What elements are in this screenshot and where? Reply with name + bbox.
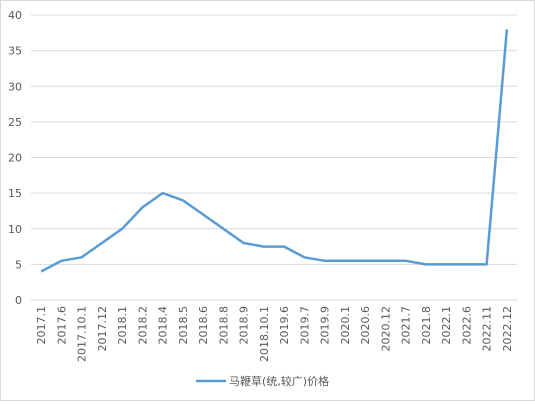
x-tick-label: 2019.6 xyxy=(278,306,291,345)
y-tick-label: 15 xyxy=(8,187,22,200)
x-tick-label: 2021.7 xyxy=(400,306,413,345)
x-tick-label: 2019.9 xyxy=(319,306,332,345)
y-tick-label: 25 xyxy=(8,116,22,129)
y-tick-label: 20 xyxy=(8,152,22,165)
x-tick-label: 2020.12 xyxy=(379,306,392,352)
x-tick-label: 2018.8 xyxy=(217,306,230,345)
legend-label: 马鞭草(统,较广)价格 xyxy=(229,374,329,388)
x-tick-label: 2018.9 xyxy=(238,306,251,345)
y-tick-label: 30 xyxy=(8,80,22,93)
y-tick-label: 35 xyxy=(8,45,22,58)
x-tick-label: 2017.12 xyxy=(96,306,109,352)
x-tick-label: 2022.1 xyxy=(440,306,453,345)
y-tick-label: 40 xyxy=(8,9,22,22)
y-tick-label: 0 xyxy=(15,294,22,307)
x-tick-label: 2022.12 xyxy=(501,306,514,352)
x-tick-label: 2017.10.1 xyxy=(76,306,89,362)
x-tick-label: 2018.6 xyxy=(197,306,210,345)
y-tick-label: 5 xyxy=(15,258,22,271)
x-tick-label: 2018.4 xyxy=(157,306,170,345)
x-tick-label: 2020.6 xyxy=(359,306,372,345)
x-tick-label: 2020.1 xyxy=(339,306,352,345)
x-tick-label: 2021.8 xyxy=(420,306,433,345)
x-tick-label: 2018.5 xyxy=(177,306,190,345)
x-tick-label: 2019.7 xyxy=(298,306,311,345)
x-tick-label: 2018.2 xyxy=(136,306,149,345)
x-tick-label: 2017.1 xyxy=(35,306,48,345)
x-tick-label: 2022.6 xyxy=(460,306,473,345)
x-tick-label: 2022.11 xyxy=(481,306,494,352)
y-tick-label: 10 xyxy=(8,223,22,236)
x-tick-label: 2018.10.1 xyxy=(258,306,271,362)
x-tick-label: 2017.6 xyxy=(55,306,68,345)
line xyxy=(40,29,509,273)
x-tick-label: 2018.1 xyxy=(116,306,129,345)
